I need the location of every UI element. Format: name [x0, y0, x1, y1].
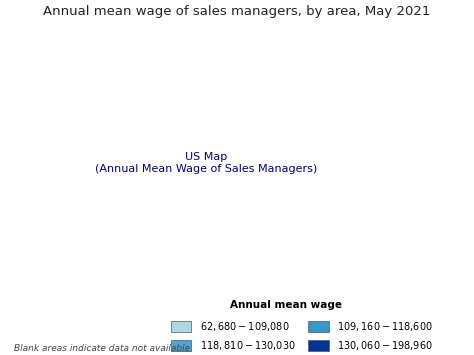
- Bar: [308, 340, 328, 351]
- Text: Blank areas indicate data not available.: Blank areas indicate data not available.: [14, 344, 193, 353]
- Text: $62,680 - $109,080: $62,680 - $109,080: [200, 320, 289, 333]
- Bar: [308, 321, 328, 332]
- Text: $130,060 - $198,960: $130,060 - $198,960: [337, 339, 433, 351]
- Bar: [171, 340, 191, 351]
- Bar: [171, 321, 191, 332]
- Text: Annual mean wage of sales managers, by area, May 2021: Annual mean wage of sales managers, by a…: [43, 5, 431, 18]
- Text: $118,810 - $130,030: $118,810 - $130,030: [200, 339, 295, 351]
- Text: $109,160 - $118,600: $109,160 - $118,600: [337, 320, 433, 333]
- Text: US Map
(Annual Mean Wage of Sales Managers): US Map (Annual Mean Wage of Sales Manage…: [95, 153, 317, 174]
- Text: Annual mean wage: Annual mean wage: [230, 300, 342, 310]
